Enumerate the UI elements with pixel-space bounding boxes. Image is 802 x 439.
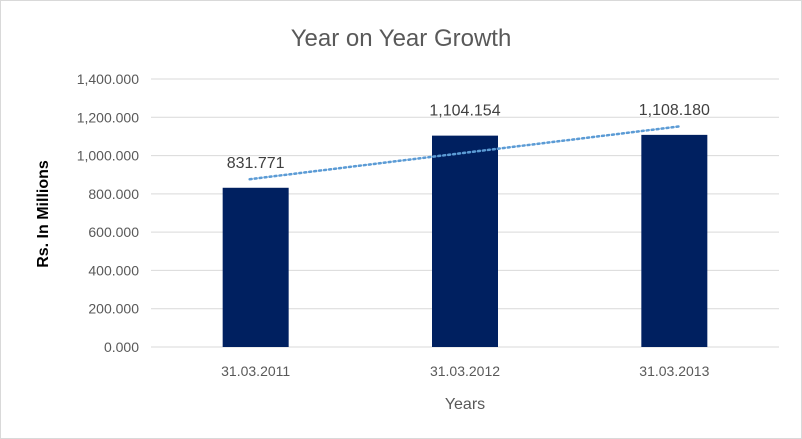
- trendline-line: [248, 125, 682, 181]
- x-tick-label: 31.03.2012: [430, 363, 500, 379]
- y-tick-label: 200.000: [88, 301, 139, 317]
- x-tick-label: 31.03.2013: [639, 363, 709, 379]
- y-tick-label: 1,400.000: [77, 71, 139, 87]
- bars: [222, 134, 708, 347]
- x-axis-label: Years: [445, 396, 485, 413]
- y-tick-label: 800.000: [88, 186, 139, 202]
- x-axis-categories: 31.03.2011 31.03.2012 31.03.2013: [221, 363, 709, 379]
- y-tick-label: 1,200.000: [77, 109, 139, 125]
- data-label: 1,104.154: [429, 103, 500, 120]
- y-tick-label: 1,000.000: [77, 148, 139, 164]
- trendline: [248, 125, 682, 181]
- data-label: 831.771: [227, 155, 285, 172]
- bar: [432, 135, 498, 347]
- bar: [641, 134, 708, 347]
- y-tick-label: 400.000: [88, 262, 139, 278]
- y-tick-label: 0.000: [104, 339, 139, 355]
- chart-title: Year on Year Growth: [291, 25, 512, 52]
- data-label: 1,108.180: [639, 102, 710, 119]
- y-axis-ticks: 0.000 200.000 400.000 600.000 800.000 1,000.0…: [77, 71, 140, 355]
- data-labels: 831.771 1,104.154 1,108.180: [227, 102, 710, 172]
- x-tick-label: 31.03.2011: [221, 363, 290, 379]
- y-axis-label: Rs. In Millions: [35, 160, 52, 268]
- bar: [222, 187, 289, 347]
- y-tick-label: 600.000: [88, 224, 139, 240]
